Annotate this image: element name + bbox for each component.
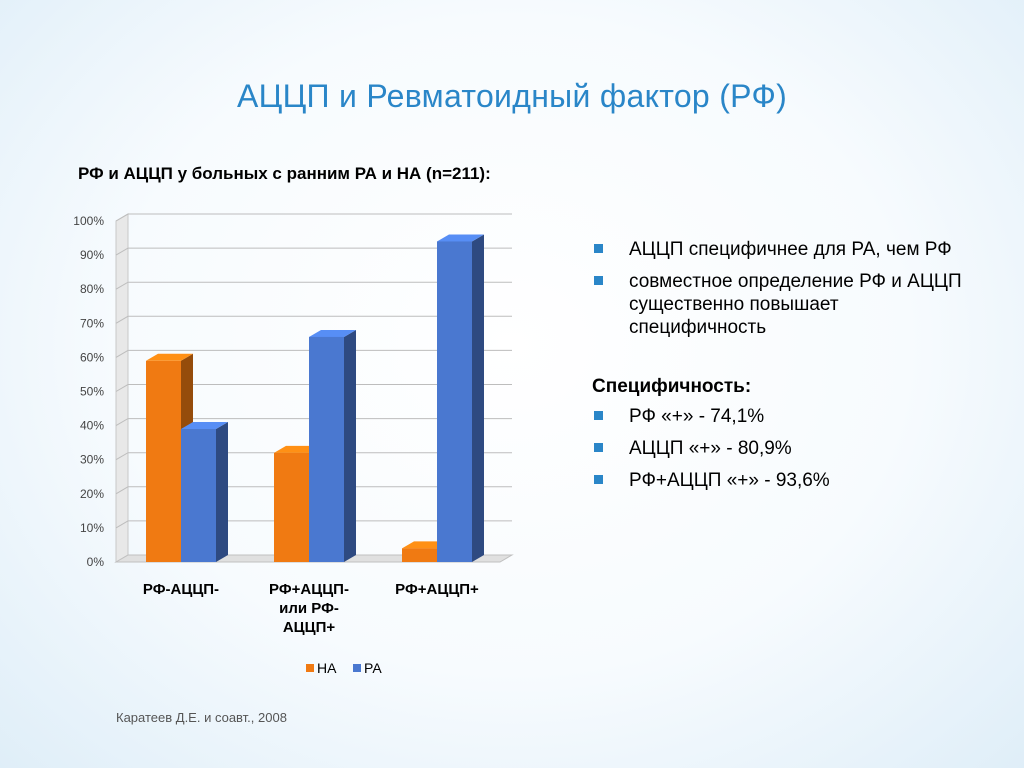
gridline <box>115 486 512 495</box>
y-tick-label: 40% <box>80 419 104 433</box>
x-category-label: или РФ- <box>279 600 339 617</box>
bar-ra <box>181 422 228 562</box>
y-tick-label: 90% <box>80 248 104 262</box>
y-tick-label: 50% <box>80 385 104 399</box>
x-category-label: РФ+АЦЦП+ <box>395 581 479 598</box>
specificity-item: РФ+АЦЦП «+» - 93,6% <box>592 469 972 492</box>
y-tick-label: 10% <box>80 521 104 535</box>
y-tick-label: 20% <box>80 487 104 501</box>
y-tick-label: 30% <box>80 453 104 467</box>
gridline <box>115 281 512 290</box>
gridline <box>115 520 512 529</box>
bar-ra <box>309 329 356 562</box>
legend-label: РА <box>364 660 382 676</box>
specificity-item: РФ «+» - 74,1% <box>592 405 972 428</box>
x-category-label: РФ-АЦЦП- <box>143 581 219 598</box>
legend-swatch <box>353 664 361 672</box>
legend-label: НА <box>317 660 337 676</box>
gridline <box>115 349 512 358</box>
gridline <box>115 247 512 256</box>
y-tick-label: 0% <box>87 555 105 569</box>
citation: Каратеев Д.Е. и соавт., 2008 <box>116 710 287 725</box>
legend-swatch <box>306 664 314 672</box>
x-category-label: АЦЦП+ <box>283 619 336 636</box>
gridline <box>115 315 512 324</box>
bullet-item: совместное определение РФ и АЦЦП существ… <box>592 270 972 339</box>
chart-title: РФ и АЦЦП у больных с ранним РА и НА (n=… <box>78 164 491 183</box>
bullet-item: АЦЦП специфичнее для РА, чем РФ <box>592 238 972 261</box>
gridline <box>115 213 512 222</box>
bar-ra <box>437 234 484 562</box>
specificity-heading: Специфичность: <box>592 376 752 397</box>
slide-title: АЦЦП и Ревматоидный фактор (РФ) <box>236 78 788 114</box>
y-tick-label: 60% <box>80 350 104 364</box>
gridline <box>115 452 512 461</box>
y-tick-label: 70% <box>80 316 104 330</box>
gridline <box>115 418 512 427</box>
bullet-list: АЦЦП специфичнее для РА, чем РФ совместн… <box>592 238 972 501</box>
y-tick-label: 80% <box>80 282 104 296</box>
gridline <box>115 384 512 392</box>
specificity-item: АЦЦП «+» - 80,9% <box>592 437 972 460</box>
y-tick-label: 100% <box>73 214 104 228</box>
x-category-label: РФ+АЦЦП- <box>269 581 349 598</box>
